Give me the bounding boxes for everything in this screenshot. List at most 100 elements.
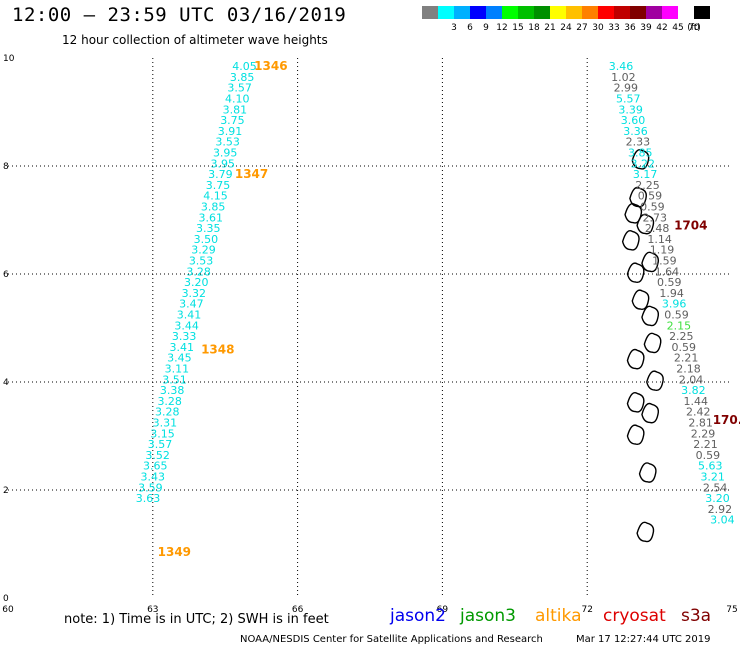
pass-number-label: 1346 bbox=[254, 59, 287, 73]
wave-height-value: 3.60 bbox=[621, 114, 646, 127]
wave-height-value: 5.57 bbox=[616, 93, 641, 106]
color-scale-label: 24 bbox=[560, 23, 572, 33]
y-tick-label: 0 bbox=[3, 594, 9, 604]
wave-height-value: 2.42 bbox=[686, 406, 711, 419]
wave-height-value: 3.22 bbox=[630, 157, 655, 170]
wave-height-value: 1.59 bbox=[652, 255, 677, 268]
wave-height-value: 3.45 bbox=[167, 352, 192, 365]
wave-height-value: 1.14 bbox=[647, 233, 672, 246]
y-tick-label: 6 bbox=[3, 270, 9, 280]
units-note: note: 1) Time is in UTC; 2) SWH is in fe… bbox=[64, 612, 329, 627]
x-tick-label: 75 bbox=[726, 605, 737, 615]
wave-height-value: 3.41 bbox=[177, 309, 202, 322]
pass-number-label: 1349 bbox=[158, 545, 191, 559]
color-scale-label: 36 bbox=[624, 23, 636, 33]
x-tick-label: 69 bbox=[437, 605, 449, 615]
color-scale-swatch bbox=[582, 6, 598, 19]
wave-height-value: 3.43 bbox=[141, 471, 166, 484]
legend-item-altika: altika bbox=[535, 606, 582, 626]
legend-item-s3a: s3a bbox=[681, 606, 712, 626]
wave-height-value: 2.54 bbox=[703, 481, 728, 494]
island-outline bbox=[641, 251, 660, 273]
color-scale-label: 12 bbox=[496, 23, 508, 33]
wave-height-value: 3.81 bbox=[223, 103, 248, 116]
legend-item-cryosat: cryosat bbox=[603, 606, 666, 626]
x-tick-label: 66 bbox=[292, 605, 304, 615]
wave-height-value: 2.21 bbox=[693, 438, 718, 451]
wave-height-value: 3.46 bbox=[609, 60, 634, 73]
wave-height-value: 3.38 bbox=[160, 384, 185, 397]
wave-height-value: 2.18 bbox=[676, 363, 701, 376]
x-tick-label: 72 bbox=[581, 605, 592, 615]
wave-height-value: 3.20 bbox=[705, 492, 730, 505]
wave-height-value: 3.28 bbox=[157, 395, 182, 408]
footer-credit: NOAA/NESDIS Center for Satellite Applica… bbox=[240, 634, 543, 645]
wave-height-value: 3.85 bbox=[230, 71, 255, 84]
color-scale-unit: (ft) bbox=[687, 23, 701, 33]
wave-height-value: 3.47 bbox=[179, 298, 204, 311]
wave-height-value: 2.21 bbox=[674, 352, 699, 365]
color-scale-swatch bbox=[566, 6, 582, 19]
island-outline bbox=[641, 402, 660, 424]
color-scale-label: 42 bbox=[656, 23, 668, 33]
pass-number-label: 170. bbox=[713, 413, 740, 427]
color-scale-swatch bbox=[646, 6, 662, 19]
color-scale-label: 21 bbox=[544, 23, 556, 33]
pass-number-label: 1347 bbox=[235, 167, 268, 181]
wave-height-value: 3.44 bbox=[174, 319, 199, 332]
y-tick-label: 10 bbox=[3, 54, 15, 64]
wave-height-value: 3.85 bbox=[201, 201, 226, 214]
wave-height-value: 3.36 bbox=[623, 125, 648, 138]
legend-item-jason3: jason3 bbox=[460, 606, 516, 626]
wave-height-value: 0.59 bbox=[696, 449, 721, 462]
wave-height-value: 3.41 bbox=[170, 341, 195, 354]
color-scale-swatch bbox=[662, 6, 678, 19]
island-outline bbox=[646, 370, 664, 392]
wave-height-value: 3.15 bbox=[150, 427, 175, 440]
wave-height-value: 3.28 bbox=[186, 265, 211, 278]
wave-height-value: 3.95 bbox=[211, 157, 236, 170]
wave-height-value: 1.02 bbox=[611, 71, 636, 84]
wave-height-value: 0.59 bbox=[664, 309, 689, 322]
color-scale-swatch bbox=[694, 6, 710, 19]
wave-height-value: 1.64 bbox=[655, 265, 680, 278]
island-outline bbox=[636, 521, 655, 543]
wave-height-value: 2.81 bbox=[688, 417, 713, 430]
island-outline bbox=[626, 392, 645, 413]
color-scale-swatch bbox=[518, 6, 534, 19]
island-outline bbox=[636, 213, 655, 235]
island-outline bbox=[643, 332, 662, 354]
wave-height-value: 3.75 bbox=[206, 179, 231, 192]
wave-height-value: 2.99 bbox=[614, 82, 639, 95]
island-outline bbox=[624, 203, 643, 224]
color-scale-label: 30 bbox=[592, 23, 604, 33]
wave-height-value: 3.79 bbox=[208, 168, 233, 181]
legend-item-jason2: jason2 bbox=[390, 606, 446, 626]
wave-height-value: 3.39 bbox=[618, 103, 643, 116]
color-scale-swatch bbox=[550, 6, 566, 19]
wave-height-value: 0.59 bbox=[657, 276, 682, 289]
island-outline bbox=[626, 348, 645, 370]
wave-height-value: 3.85 bbox=[628, 147, 653, 160]
color-scale-label: 9 bbox=[483, 23, 489, 33]
color-scale-swatch bbox=[598, 6, 614, 19]
y-tick-label: 2 bbox=[3, 486, 9, 496]
color-scale-swatch bbox=[678, 6, 694, 19]
y-tick-label: 4 bbox=[3, 378, 9, 388]
wave-height-value: 3.04 bbox=[710, 514, 735, 527]
footer-timestamp: Mar 17 12:27:44 UTC 2019 bbox=[576, 634, 711, 645]
wave-height-value: 3.35 bbox=[196, 222, 221, 235]
color-scale-swatch bbox=[422, 6, 438, 19]
wave-height-value: 3.59 bbox=[138, 481, 163, 494]
wave-height-value: 3.57 bbox=[227, 82, 252, 95]
wave-height-value: 1.44 bbox=[684, 395, 709, 408]
wave-height-value: 3.95 bbox=[213, 147, 238, 160]
color-scale-swatch bbox=[502, 6, 518, 19]
x-tick-label: 60 bbox=[2, 605, 14, 615]
wave-height-value: 3.21 bbox=[700, 471, 725, 484]
island-outline bbox=[641, 305, 660, 327]
wave-height-value: 3.82 bbox=[681, 384, 706, 397]
island-outline bbox=[638, 462, 657, 483]
wave-height-value: 3.29 bbox=[191, 244, 216, 257]
